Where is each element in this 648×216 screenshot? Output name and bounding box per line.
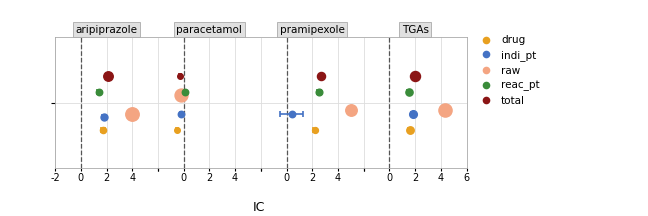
Legend: drug, indi_pt, raw, reac_pt, total: drug, indi_pt, raw, reac_pt, total	[476, 35, 540, 106]
Text: IC: IC	[253, 201, 266, 214]
Title: pramipexole: pramipexole	[280, 25, 345, 35]
Title: paracetamol: paracetamol	[176, 25, 242, 35]
Title: TGAs: TGAs	[402, 25, 428, 35]
Title: aripiprazole: aripiprazole	[76, 25, 137, 35]
